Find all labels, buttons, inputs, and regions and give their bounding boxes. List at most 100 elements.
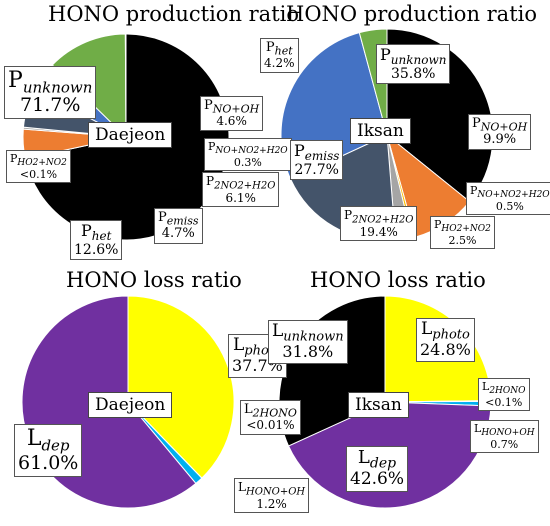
slice-label-main: L [357, 447, 370, 468]
slice-label-main: L [482, 380, 490, 393]
slice-label-subscript: HO2+NO2 [441, 224, 491, 235]
slice-label-value: <0.1% [19, 167, 58, 181]
slice-label-p-no-oh: PNO+OH 9.9% [468, 114, 532, 150]
slice-label-subscript: unknown [390, 53, 447, 68]
slice-label-name: L2HONO [244, 403, 297, 419]
slice-label-subscript: 2HONO [489, 386, 526, 397]
slice-label-main: P [380, 45, 391, 64]
slice-label-l-dep: Ldep 61.0% [14, 424, 83, 478]
slice-label-l-photo: Lphoto 24.8% [416, 318, 475, 362]
slice-label-main: P [265, 40, 275, 55]
slice-label-main: L [232, 335, 245, 355]
slice-label-p-2no2-h2o: P2NO2+H2O 6.1% [202, 172, 280, 208]
slice-label-value: 6.1% [225, 190, 256, 205]
slice-label-main: P [10, 152, 18, 165]
slice-label-subscript: 2NO2+H2O [214, 180, 276, 192]
slice-label-main: L [244, 402, 253, 417]
slice-label-subscript: NO+NO2+H2O [477, 190, 550, 201]
slice-label-value: 4.6% [216, 114, 247, 129]
slice-label-value: 4.2% [264, 56, 295, 71]
site-label: Daejeon [88, 122, 173, 148]
slice-label-p-no-no2-h2o: PNO+NO2+H2O 0.5% [466, 182, 550, 216]
slice-label-value: <0.01% [246, 418, 295, 433]
slice-label-main: P [434, 218, 442, 231]
slice-label-p-ho2-no2: PHO2+NO2 <0.1% [6, 150, 71, 184]
slice-label-value: <0.1% [485, 395, 523, 409]
slice-label-name: PHO2+NO2 [434, 219, 491, 235]
slice-label-main: P [81, 221, 92, 240]
slice-label-main: L [272, 321, 284, 341]
slice-label-main: P [470, 184, 478, 197]
slice-label-value: 0.7% [490, 437, 519, 451]
slice-label-p-het: Phet 4.2% [260, 38, 299, 73]
slice-label-p-emiss: Pemiss 27.7% [290, 140, 344, 181]
slice-label-l-hono-oh: LHONO+OH 1.2% [234, 478, 310, 514]
chart-title: HONO production ratio [48, 2, 300, 26]
slice-label-main: L [238, 480, 246, 494]
slice-label-name: Pemiss [158, 211, 199, 227]
slice-label-value: 0.3% [233, 155, 262, 169]
chart-title: HONO loss ratio [66, 268, 242, 292]
slice-label-value: 1.2% [256, 496, 287, 511]
slice-label-subscript: dep [369, 455, 397, 472]
slice-label-subscript: emiss [166, 214, 199, 228]
slice-label-p-emiss: Pemiss 4.7% [154, 208, 203, 244]
slice-label-name: Pemiss [294, 141, 340, 164]
slice-label-name: LHONO+OH [474, 423, 535, 439]
slice-label-subscript: unknown [283, 329, 344, 345]
slice-label-name: Phet [264, 41, 295, 57]
slice-label-p-unknown: Punknown 35.8% [376, 44, 451, 85]
slice-label-name: PNO+OH [472, 117, 527, 133]
slice-label-value: 35.8% [390, 65, 436, 82]
slice-label-name: PNO+OH [204, 99, 259, 115]
site-label: Daejeon [88, 392, 173, 418]
slice-label-main: L [420, 319, 433, 339]
slice-label-subscript: NO+NO2+H2O [215, 146, 288, 157]
slice-label-p-no-no2-h2o: PNO+NO2+H2O 0.3% [204, 138, 292, 172]
slice-label-name: Ldep [18, 427, 78, 454]
slice-label-value: 0.5% [495, 199, 524, 213]
slice-label-main: P [294, 141, 305, 160]
slice-label-p-ho2-no2: PHO2+NO2 2.5% [430, 216, 495, 250]
slice-label-value: 9.9% [483, 132, 517, 148]
slice-label-subscript: HO2+NO2 [17, 158, 67, 169]
slice-label-name: PNO+NO2+H2O [208, 141, 288, 157]
slice-label-main: P [204, 98, 213, 113]
slice-label-name: P2NO2+H2O [344, 209, 413, 226]
chart-title: HONO production ratio [286, 2, 538, 26]
slice-label-main: P [206, 174, 215, 188]
slice-label-name: Phet [74, 221, 118, 243]
slice-label-main: P [208, 140, 216, 153]
slice-label-value: 27.7% [294, 161, 339, 178]
slice-label-value: 24.8% [420, 340, 471, 360]
slice-label-value: 42.6% [350, 469, 405, 490]
slice-label-p-unknown: Punknown 71.7% [4, 66, 97, 120]
slice-label-name: L2HONO [482, 381, 526, 397]
slice-label-value: 4.7% [161, 226, 195, 242]
slice-label-subscript: het [274, 44, 293, 58]
slice-label-value: 71.7% [20, 94, 81, 117]
slice-label-value: 19.4% [359, 224, 398, 239]
slice-label-main: P [158, 210, 167, 225]
site-label: Iksan [350, 118, 411, 144]
slice-label-name: PNO+NO2+H2O [470, 185, 550, 201]
slice-label-value: 61.0% [18, 452, 79, 475]
slice-label-name: LHONO+OH [238, 481, 305, 498]
slice-label-subscript: photo [432, 327, 470, 343]
slice-label-main: P [8, 68, 23, 93]
slice-label-l-2hono: L2HONO <0.1% [478, 378, 530, 412]
chart-title: HONO loss ratio [310, 268, 486, 292]
slice-label-main: P [472, 116, 481, 131]
slice-label-subscript: emiss [304, 149, 340, 164]
slice-label-p-het: Phet 12.6% [70, 220, 123, 261]
slice-label-subscript: HONO+OH [481, 428, 535, 439]
slice-label-subscript: 2HONO [252, 406, 297, 420]
slice-label-l-dep: Ldep 42.6% [346, 446, 409, 493]
slice-label-l-unknown: Lunknown 31.8% [268, 320, 348, 364]
slice-label-name: Ldep [350, 447, 404, 472]
site-label: Iksan [348, 392, 409, 418]
slice-label-subscript: HONO+OH [245, 486, 306, 498]
slice-label-main: L [474, 422, 482, 435]
slice-label-l-2hono: L2HONO <0.01% [240, 400, 301, 435]
